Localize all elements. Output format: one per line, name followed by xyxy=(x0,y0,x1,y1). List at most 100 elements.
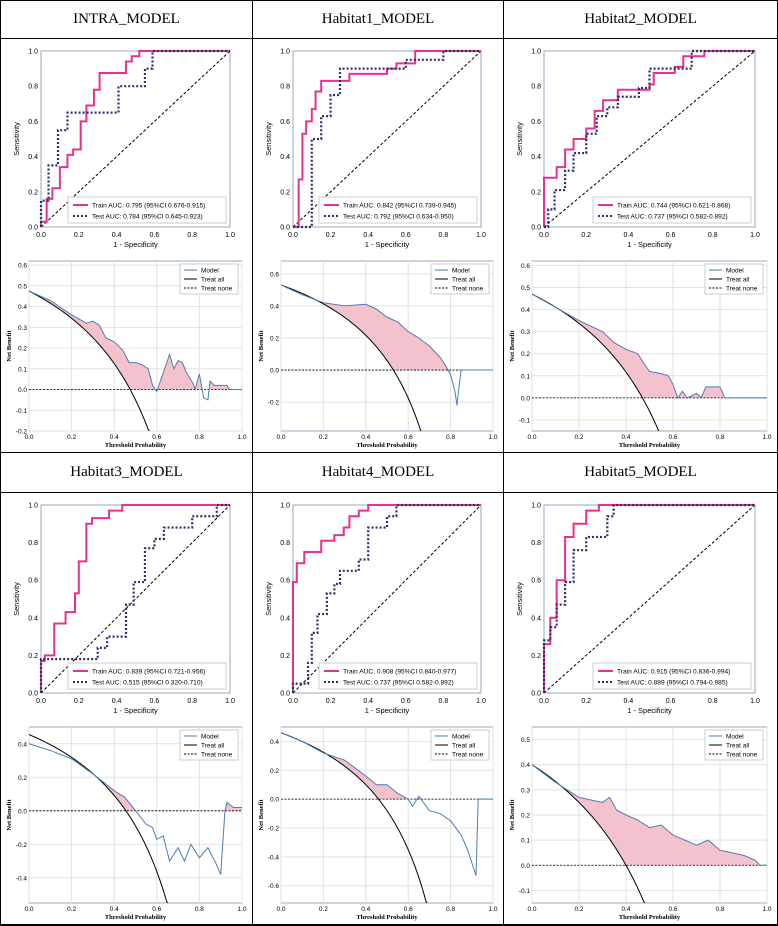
panel-svg: 0.00.00.20.20.40.40.60.60.80.81.01.01 - … xyxy=(6,49,247,450)
roc-diagonal-reference xyxy=(543,50,756,228)
roc-y-tick-label: 0.4 xyxy=(28,615,38,622)
dca-x-tick-label: 0.2 xyxy=(67,434,76,441)
roc-x-tick-label: 0.0 xyxy=(36,232,46,239)
dca-legend-treat-all: Treat all xyxy=(452,743,476,750)
roc-y-axis-label: Sensitivity xyxy=(515,122,524,156)
dca-y-tick-label: 0.4 xyxy=(18,741,27,748)
roc-y-tick-label: 0.4 xyxy=(280,615,290,622)
roc-y-tick-label: 0.6 xyxy=(28,119,38,126)
dca-x-tick-label: 0.2 xyxy=(574,434,583,441)
dca-y-tick-label: 0.6 xyxy=(270,271,279,278)
dca-x-tick-label: 0.4 xyxy=(110,906,119,913)
dca-legend-model: Model xyxy=(452,268,470,275)
dca-benefit-area xyxy=(281,732,493,800)
roc-x-tick-label: 0.6 xyxy=(666,698,676,705)
roc-chart: 0.00.0 0.2 0.2 0.4 0.4 0.6 0.6 0.8 0.8 1.0 1.0 1 - … xyxy=(515,503,760,716)
dca-chart: -0.2 0.0 0.2 0.4 0.6 0.0 0.2 0.4 0.6 0.8 1.0 Thresh… xyxy=(258,260,498,449)
dca-model-curve xyxy=(28,290,242,401)
dca-x-tick-label: 0.0 xyxy=(527,906,536,913)
roc-y-tick-label: 0.8 xyxy=(280,540,290,547)
roc-plot-frame xyxy=(543,50,756,228)
roc-x-tick-label: 0.0 xyxy=(288,698,298,705)
roc-diagonal-reference xyxy=(292,504,482,694)
dca-legend-treat-none: Treat none xyxy=(452,286,484,293)
roc-y-tick-label: 0.2 xyxy=(280,189,290,196)
dca-legend-model: Model xyxy=(201,734,219,741)
roc-legend-entry: Train AUC: 0.842 (95%CI 0.739-0.945) xyxy=(343,203,456,210)
dca-x-tick-label: 1.0 xyxy=(488,434,497,441)
roc-x-tick-label: 0.4 xyxy=(363,698,373,705)
panel-title: INTRA_MODEL xyxy=(1,1,253,39)
dca-y-tick-label: 0.0 xyxy=(521,395,530,402)
dca-legend-treat-all: Treat all xyxy=(452,277,476,284)
dca-chart: -0.1 0.0 0.1 0.2 0.3 0.4 0.5 0.0 0.2 0.4 0.6 0.8 1.0… xyxy=(509,726,772,921)
dca-y-tick-label: 0.4 xyxy=(521,307,530,314)
roc-legend-box xyxy=(318,196,478,224)
dca-chart: -0.4 -0.2 0.0 0.2 0.4 0.0 0.2 0.4 0.6 0.8 1.0 Thres… xyxy=(6,726,247,921)
dca-y-tick-label: 0.0 xyxy=(521,863,530,870)
roc-legend-entry: Test AUC: 0.515 (95%CI 0.320-0.710) xyxy=(92,680,203,687)
dca-legend-model: Model xyxy=(201,268,219,275)
dca-x-tick-label: 0.0 xyxy=(527,434,536,441)
roc-x-tick-label: 0.8 xyxy=(708,698,718,705)
dca-y-tick-label: 0.4 xyxy=(270,739,279,746)
panel-plots: 0.0 0.0 0.2 0.2 0.4 0.4 0.6 0.6 0.8 0.8 1.0 1.0 1 - … xyxy=(1,493,253,925)
roc-y-tick-label: 0.0 xyxy=(531,691,541,698)
panel-plots: 0.0 0.0 0.2 0.2 0.4 0.4 0.6 0.6 0.8 0.8 1.0 1.0 1 - … xyxy=(504,493,777,925)
dca-model-curve xyxy=(28,743,242,875)
roc-y-axis-label: Sensitivity xyxy=(12,122,21,156)
dca-treat-all-curve xyxy=(29,290,150,431)
dca-treat-all-curve xyxy=(281,284,422,431)
dca-x-axis-label: Threshold Probability xyxy=(356,914,418,921)
roc-legend-entry: Train AUC: 0.744 (95%CI 0.621-0.868) xyxy=(617,203,730,210)
roc-legend-entry: Train AUC: 0.915 (95%CI 0.836-0.994) xyxy=(617,669,730,676)
roc-chart: 0.00.0 0.2 0.2 0.4 0.4 0.6 0.6 0.8 0.8 1.0 1.0 1 - … xyxy=(12,503,235,716)
roc-x-tick-label: 0.0 xyxy=(288,232,298,239)
roc-x-tick-label: 0.8 xyxy=(187,698,197,705)
dca-y-tick-label: 0.3 xyxy=(521,329,530,336)
roc-y-tick-label: 0.4 xyxy=(280,154,290,161)
roc-y-tick-label: 0.2 xyxy=(28,189,38,196)
dca-x-tick-label: 0.0 xyxy=(276,906,285,913)
dca-y-tick-label: -0.2 xyxy=(16,429,28,436)
panel-svg: 0.00.00.20.20.40.40.60.60.80.81.01.01 - … xyxy=(509,49,772,450)
dca-y-tick-label: -0.1 xyxy=(519,888,531,895)
dca-y-tick-label: 0.2 xyxy=(521,813,530,820)
roc-legend-entry: Train AUC: 0.795 (95%CI 0.676-0.915) xyxy=(92,203,205,210)
dca-x-tick-label: 1.0 xyxy=(237,434,246,441)
roc-y-tick-label: 0.6 xyxy=(280,119,290,126)
dca-x-tick-label: 0.0 xyxy=(24,906,33,913)
roc-y-tick-label: 0.8 xyxy=(280,84,290,91)
roc-x-tick-label: 1.0 xyxy=(225,698,235,705)
dca-legend-treat-all: Treat all xyxy=(201,277,225,284)
dca-y-tick-label: 0.0 xyxy=(18,808,27,815)
dca-x-axis-label: Threshold Probability xyxy=(105,442,167,449)
dca-legend-model: Model xyxy=(452,734,470,741)
panel-svg: 0.00.00.20.20.40.40.60.60.80.81.01.01 - … xyxy=(258,503,498,922)
dca-chart: -0.1 0.0 0.1 0.2 0.3 0.4 0.5 0.6 0.0 0.2 0.4 0.6 0.8… xyxy=(509,260,772,449)
dca-x-tick-label: 0.8 xyxy=(446,906,455,913)
dca-x-tick-label: 0.2 xyxy=(574,906,583,913)
dca-legend-treat-all: Treat all xyxy=(726,277,750,284)
dca-y-tick-label: 0.0 xyxy=(270,368,279,375)
panel-svg: 0.00.00.20.20.40.40.60.60.80.81.01.01 - … xyxy=(258,49,498,450)
roc-y-tick-label: 0.2 xyxy=(28,653,38,660)
dca-x-tick-label: 0.2 xyxy=(67,906,76,913)
roc-x-axis-label: 1 - Specificity xyxy=(113,706,158,715)
roc-legend-entry: Test AUC: 0.737 (95%CI 0.582-0.892) xyxy=(343,680,454,687)
dca-y-tick-label: 0.6 xyxy=(521,263,530,270)
dca-x-tick-label: 0.6 xyxy=(404,434,413,441)
roc-y-tick-label: 0.4 xyxy=(531,154,541,161)
dca-x-tick-label: 0.0 xyxy=(276,434,285,441)
dca-y-tick-label: -0.2 xyxy=(16,842,28,849)
roc-x-tick-label: 0.6 xyxy=(401,232,411,239)
roc-x-tick-label: 0.4 xyxy=(624,232,634,239)
dca-y-tick-label: -0.4 xyxy=(268,854,280,861)
roc-x-tick-label: 0.0 xyxy=(539,698,549,705)
roc-y-tick-label: 1.0 xyxy=(28,503,38,510)
dca-legend-treat-none: Treat none xyxy=(726,752,758,759)
dca-x-axis-label: Threshold Probability xyxy=(619,442,681,449)
dca-x-tick-label: 0.6 xyxy=(668,906,677,913)
panel-svg: 0.00.00.20.20.40.40.60.60.80.81.01.01 - … xyxy=(509,503,772,922)
